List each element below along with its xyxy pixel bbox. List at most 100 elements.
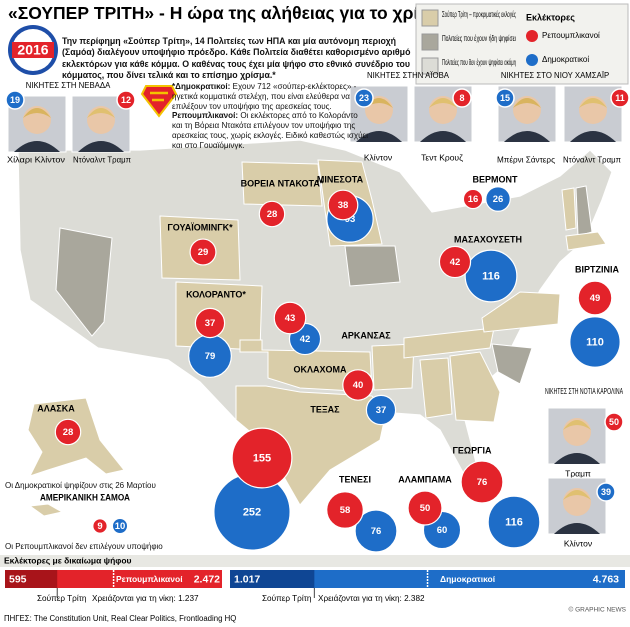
rep-circle: [258, 200, 286, 228]
note-lead: Ρεπουμπλικανοί:: [172, 111, 239, 121]
photo-suit: [420, 131, 466, 142]
needed-label: Χρειάζονται για τη νίκη:: [318, 594, 402, 603]
photo-hair: [563, 420, 591, 430]
circle-value: 38: [338, 200, 349, 211]
circle-value: 26: [493, 194, 504, 205]
circle-value: 37: [205, 318, 216, 329]
state-name: ΚΟΛΟΡΑΝΤΟ*: [186, 289, 246, 299]
photo-hair: [563, 490, 591, 500]
needed-text: Χρειάζονται για τη νίκη: 2.382: [318, 594, 425, 603]
circle-value: 110: [586, 336, 604, 348]
photo-suit: [78, 141, 124, 152]
total-value: 2.472: [194, 573, 220, 585]
legend-label: Πολιτείες που δεν έχουν ψηφίσει ακόμη: [442, 58, 516, 67]
super-tuesday-value: 1.017: [234, 573, 260, 585]
photo-hair: [429, 98, 457, 108]
circle-value: 29: [198, 247, 209, 258]
winner-badge: [116, 90, 136, 110]
sources: ΠΗΓΕΣ: The Constitution Unit, Real Clear…: [4, 614, 236, 623]
state-name: ΑΛΑΣΚΑ: [37, 403, 75, 413]
state-name: ΓΟΥΑΪΟΜΙΝΓΚ*: [167, 222, 233, 232]
super-tuesday-value: 595: [9, 573, 27, 585]
legend-label-text: Σούπερ Τρίτη – προκριματικές εκλογές: [442, 10, 516, 19]
dem-circle: [487, 495, 541, 549]
needed-value: 2.382: [404, 594, 425, 603]
state-name: ΓΕΩΡΓΙΑ: [452, 445, 492, 455]
alabama: [419, 357, 453, 419]
winner-value: 11: [615, 93, 625, 103]
candidate-name: Μπέρνι Σάντερς: [497, 154, 555, 164]
winner-badge: [354, 88, 374, 108]
circle-value: 16: [468, 194, 479, 205]
legend-title: Εκλέκτορες: [526, 12, 575, 22]
winner-value: 15: [500, 93, 510, 103]
photo-suit: [554, 453, 600, 464]
circle-value: 10: [115, 521, 126, 532]
state-note: Οι Δημοκρατικοί ψηφίζουν στις 26 Μαρτίου: [5, 481, 156, 490]
virginia: [481, 291, 561, 333]
rep-circle: [462, 188, 484, 210]
legend-swatch: [421, 9, 439, 27]
rep-circle: [194, 307, 226, 339]
winner-badge: [452, 88, 472, 108]
intro: Την περίφημη «Σούπερ Τρίτη», 14 Πολιτείε…: [62, 36, 411, 81]
state-name: ΤΕΝΕΣΙ: [339, 474, 371, 484]
state-name: ΒΙΡΤΖΙΝΙΑ: [575, 264, 619, 274]
circle-value: 58: [340, 505, 351, 516]
circle-value: 93: [345, 214, 356, 225]
super-tuesday-bar: [230, 570, 315, 588]
legend-swatch: [421, 57, 439, 75]
panel-title: ΝΙΚΗΤΕΣ ΣΤΟ ΝΙΟΥ ΧΑΜΣΑΪΡ: [501, 71, 609, 80]
super-tuesday-bar: [5, 570, 58, 588]
note-text: Εχουν 712 «σούπερ-εκλέκτορες» - ηγετικά …: [172, 82, 357, 111]
new-hampshire: [575, 185, 593, 237]
circle-value: 42: [450, 257, 461, 268]
circle-value: 252: [243, 506, 261, 518]
photo-suit: [570, 131, 616, 142]
winner-badge: [596, 482, 616, 502]
winner-value: 39: [601, 487, 611, 497]
candidate-name: Κλίντον: [564, 538, 592, 548]
legend: Σούπερ Τρίτη – προκριματικές εκλογές Πολι…: [421, 9, 600, 75]
photo-hair: [513, 98, 541, 108]
state-name: ΟΚΛΑΧΟΜΑ: [293, 364, 347, 374]
candidate-name: Χίλαρι Κλίντον: [7, 154, 65, 164]
dem-circle: [365, 394, 397, 426]
legend-label: Πολιτείες που έχουν ήδη ψηφίσει: [442, 34, 516, 43]
rep-circle: [189, 238, 217, 266]
massachusetts: [565, 231, 607, 251]
state-name: ΜΙΝΕΣΟΤΑ: [317, 174, 364, 184]
party-name: Δημοκρατικοί: [440, 574, 496, 584]
circle-value: 43: [285, 313, 296, 324]
legend-dot: [526, 54, 538, 66]
photo-suit: [554, 523, 600, 534]
winner-value: 12: [121, 95, 131, 105]
rep-circle: [54, 418, 82, 446]
circle-value: 49: [590, 293, 601, 304]
legend-box: [415, 3, 629, 85]
rep-circle: [231, 427, 293, 489]
georgia: [449, 351, 501, 423]
rep-circle: [327, 189, 359, 221]
circle-value: 42: [300, 334, 311, 345]
state-name: ΑΜΕΡΙΚΑΝΙΚΗ ΣΑΜΟΑ: [40, 492, 130, 502]
photo-suit: [14, 141, 60, 152]
circle-value: 79: [205, 351, 216, 362]
superman-logo: [140, 85, 178, 118]
rep-circle: [438, 245, 472, 279]
title-rest: - Η ώρα της αλήθειας για το χρίσμα: [159, 3, 452, 23]
circle-value: 28: [267, 209, 278, 220]
circle-value: 116: [505, 516, 523, 528]
rep-circle: [460, 460, 504, 504]
circle-value: 155: [253, 452, 271, 464]
notes: *Δημοκρατικοί: Εχουν 712 «σούπερ-εκλέκτο…: [172, 82, 370, 151]
dem-circle: [111, 517, 129, 535]
dem-circle: [569, 316, 621, 368]
legend-label: Ρεπουμπλικανοί: [542, 31, 600, 40]
rep-circle: [577, 280, 613, 316]
rep-circle: [92, 518, 108, 534]
state-note: Οι Ρεπουμπλικανοί δεν επιλέγουν υποψήφιο: [5, 542, 163, 551]
photo-hair: [87, 108, 115, 118]
north-dakota: [241, 161, 323, 207]
